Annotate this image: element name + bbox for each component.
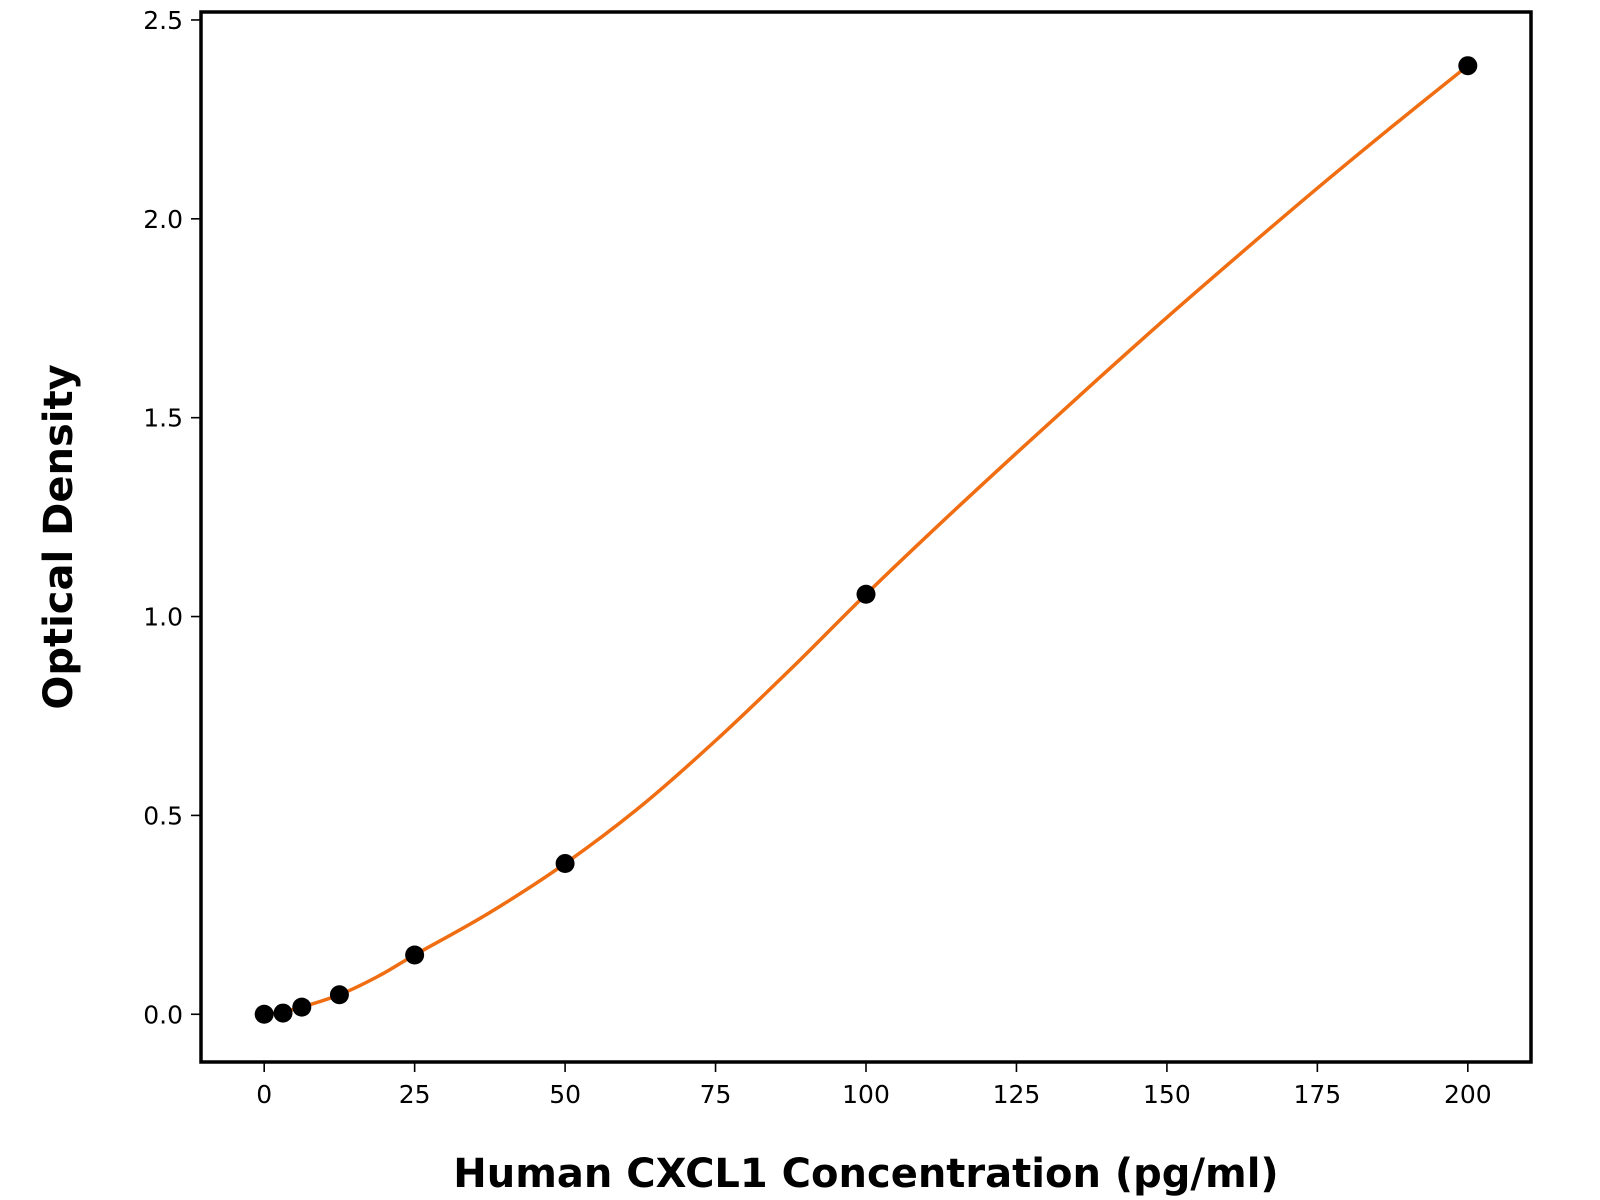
x-tick-label: 100 [842, 1080, 890, 1109]
x-axis-ticks: 0 25 50 75 100 125 150 175 200 [256, 1062, 1492, 1109]
y-tick-label: 0.0 [143, 1000, 183, 1029]
data-point [273, 1003, 293, 1023]
y-axis-title: Optical Density [36, 364, 82, 709]
y-axis-ticks: 0.0 0.5 1.0 1.5 2.0 2.5 [143, 6, 201, 1029]
data-point [329, 985, 349, 1005]
plot-area [199, 10, 1533, 1064]
x-tick-label: 50 [549, 1080, 581, 1109]
x-tick-label: 125 [993, 1080, 1041, 1109]
x-tick-label: 175 [1293, 1080, 1341, 1109]
data-points [254, 56, 1478, 1024]
x-tick-label: 0 [256, 1080, 272, 1109]
x-tick-label: 150 [1143, 1080, 1191, 1109]
y-tick-label: 2.0 [143, 205, 183, 234]
y-tick-label: 1.0 [143, 603, 183, 632]
y-tick-label: 0.5 [143, 801, 183, 830]
data-point [292, 997, 312, 1017]
data-point [1458, 56, 1478, 76]
data-point [555, 854, 575, 874]
x-tick-label: 75 [700, 1080, 732, 1109]
x-axis-title: Human CXCL1 Concentration (pg/ml) [453, 1151, 1278, 1197]
y-tick-label: 2.5 [143, 6, 183, 35]
x-tick-label: 200 [1444, 1080, 1492, 1109]
data-point [405, 945, 425, 965]
y-tick-label: 1.5 [143, 404, 183, 433]
data-point [856, 584, 876, 604]
x-tick-label: 25 [399, 1080, 431, 1109]
fit-curve-line [262, 63, 1470, 1017]
data-point [254, 1004, 274, 1024]
